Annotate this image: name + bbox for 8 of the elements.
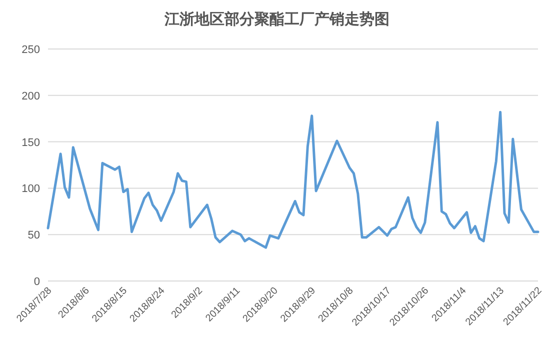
line-series [46, 110, 540, 249]
y-tick-label: 0 [34, 276, 40, 288]
chart-title: 江浙地区部分聚酯工厂产销走势图 [164, 10, 390, 28]
y-tick-label: 250 [22, 44, 40, 56]
y-tick-label: 100 [22, 183, 40, 196]
y-tick-label: 50 [28, 230, 40, 242]
y-tick-label: 200 [22, 90, 40, 102]
y-tick-label: 150 [22, 136, 40, 149]
